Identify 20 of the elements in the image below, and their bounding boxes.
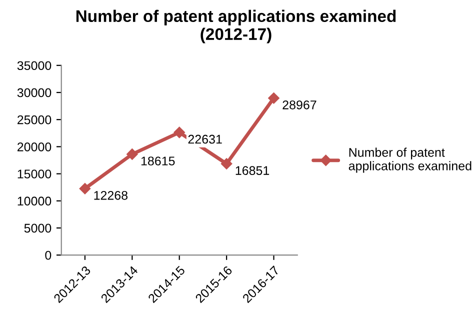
point xyxy=(79,182,91,194)
y-tick-label: 5000 xyxy=(24,224,52,233)
point xyxy=(220,158,232,170)
data-label: 16851 xyxy=(236,166,270,175)
legend-label: Number of patent applications examined xyxy=(348,148,472,173)
chart-title: Number of patent applications examined (2012-17) xyxy=(76,10,396,44)
data-label: 12268 xyxy=(94,190,128,200)
y-tick-label: 35000 xyxy=(17,61,52,70)
y-tick-label: 0 xyxy=(45,250,52,260)
y-tick-label: 20000 xyxy=(18,142,52,152)
point xyxy=(268,92,280,104)
y-tick-label: 10000 xyxy=(18,196,52,206)
y-tick-label: 15000 xyxy=(18,170,52,178)
data-label: 28967 xyxy=(282,100,316,110)
y-tick-label: 30000 xyxy=(17,88,52,98)
data-label: 22631 xyxy=(188,134,222,144)
point xyxy=(174,126,185,138)
y-tick-label: 25000 xyxy=(18,115,52,124)
point xyxy=(126,148,138,160)
data-label: 18615 xyxy=(141,156,175,166)
